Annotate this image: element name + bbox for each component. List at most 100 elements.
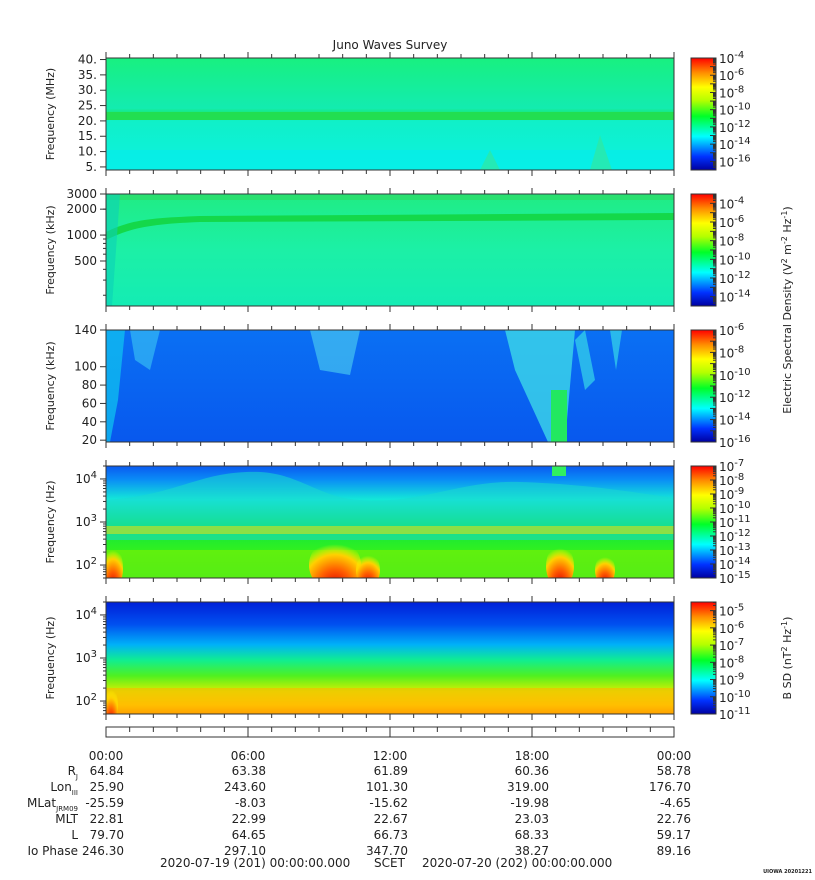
- figure-title: Juno Waves Survey: [332, 38, 448, 52]
- panel-5-colorbar-label: 10-5: [719, 603, 744, 619]
- ephemeris-value: 64.84: [90, 764, 124, 778]
- panel-3-column: [551, 390, 567, 442]
- panel-5-hotspot-left: [106, 686, 118, 714]
- panel-3-colorbar-label-base: 10: [719, 369, 734, 383]
- ephemeris-value: -15.62: [369, 796, 408, 810]
- panel-5-ytick-label: 102: [75, 692, 97, 708]
- panel-4-bottom-band: [106, 550, 674, 578]
- panel-2-ytick-label: 500: [74, 254, 97, 268]
- panel-4-colorbar-label-base: 10: [719, 544, 734, 558]
- panel-1-colorbar-label: 10-8: [719, 84, 744, 100]
- panel-3-ytick-label-base: 80: [82, 378, 97, 392]
- panel-3-medium-frequency: [106, 330, 674, 442]
- panel-2-colorbar-label-base: 10: [719, 197, 734, 211]
- panel-3-colorbar-label: 10-14: [719, 412, 751, 428]
- panel-1-colorbar-label-base: 10: [719, 121, 734, 135]
- panel-1-ytick-label-base: 15.: [78, 129, 97, 143]
- ephemeris-row-label: Io Phase: [27, 844, 78, 858]
- ephemeris-row-label-base: L: [71, 828, 78, 842]
- panel-5-magnetic: [106, 602, 674, 714]
- ephemeris-row-label: RJ: [68, 764, 78, 781]
- panel-3-colorbar-label-exp: -12: [734, 389, 750, 400]
- panel-1-ytick-label-base: 25.: [78, 99, 97, 113]
- ephemeris-value: 243.60: [224, 780, 266, 794]
- panel-1-colorbar-label-exp: -12: [734, 119, 750, 130]
- panel-3-ytick-label: 60: [82, 396, 97, 410]
- electric-label-main: Electric Spectral Density (V: [781, 263, 794, 414]
- panel-1-band-22mhz: [106, 112, 674, 120]
- panel-5-colorbar-label-base: 10: [719, 708, 734, 722]
- ephemeris-value: 22.81: [90, 812, 124, 826]
- panel-3-colorbar-label-base: 10: [719, 391, 734, 405]
- footer-scet: SCET: [374, 856, 406, 870]
- magnetic-label-sup-2: 2: [780, 646, 789, 651]
- panel-3-colorbar-label-base: 10: [719, 324, 734, 338]
- panel-2-ytick-label-base: 1000: [66, 228, 97, 242]
- panel-4-colorbar-label: 10-7: [719, 458, 744, 474]
- ephemeris-row-label-base: Io Phase: [27, 844, 78, 858]
- panel-3-ytick-label: 40: [82, 415, 97, 429]
- panel-3-ytick-label: 20: [82, 433, 97, 447]
- panel-5-colorbar-label-exp: -6: [734, 620, 744, 631]
- panel-1-colorbar-label-exp: -14: [734, 136, 750, 147]
- ephemeris-value: -4.65: [660, 796, 691, 810]
- panel-4-colorbar-label-exp: -8: [734, 472, 744, 483]
- panel-4-ytick-label: 103: [75, 513, 97, 529]
- ephemeris-row-label-base: R: [68, 764, 76, 778]
- ephemeris-row-label-base: MLT: [55, 812, 78, 826]
- panel-4-ytick-label-exp: 3: [91, 513, 97, 524]
- panel-1-colorbar-label-exp: -6: [734, 67, 744, 78]
- panel-1-ytick-label-base: 10.: [78, 145, 97, 159]
- panel-1-ytick-label-base: 40.: [78, 53, 97, 67]
- panel-4-hotspot-18h: [595, 554, 615, 578]
- panel-1-colorbar-label-base: 10: [719, 69, 734, 83]
- panel-1-colorbar-label: 10-12: [719, 119, 751, 135]
- panel-4-colorbar-label-exp: -15: [734, 570, 750, 581]
- panel-5-colorbar-label-exp: -7: [734, 637, 744, 648]
- panel-2-colorbar-label-base: 10: [719, 272, 734, 286]
- panel-3-burst-09h: [310, 330, 360, 375]
- panel-1-high-frequency: [106, 58, 674, 170]
- panel-3-ytick-label: 80: [82, 378, 97, 392]
- ephemeris-value: 22.67: [374, 812, 408, 826]
- panel-3-burst-20h: [575, 330, 622, 390]
- panel-4-ytick-label-base: 10: [75, 472, 90, 486]
- panel-3-ytick-label-base: 20: [82, 433, 97, 447]
- electric-label-tail: ): [781, 206, 794, 210]
- panel-1-colorbar-label: 10-10: [719, 102, 751, 118]
- panel-4-colorbar-label-base: 10: [719, 474, 734, 488]
- panel-5-colorbar-label: 10-10: [719, 689, 751, 705]
- panel-5-ytick-label-base: 10: [75, 694, 90, 708]
- panel-5-colorbar-label-exp: -8: [734, 654, 744, 665]
- panel-2-colorbar-label-exp: -4: [734, 195, 744, 206]
- panel-4-ylabel: Frequency (Hz): [44, 481, 57, 564]
- panel-2-colorbar-label-exp: -10: [734, 251, 750, 262]
- panel-2-colorbar-label-base: 10: [719, 291, 734, 305]
- panel-3-burst-left: [106, 330, 125, 442]
- panel-3-ytick-label-base: 60: [82, 396, 97, 410]
- panel-2-colorbar-label: 10-8: [719, 233, 744, 249]
- panel-1-colorbar-label: 10-14: [719, 136, 751, 152]
- panel-1-ylabel: Frequency (MHz): [44, 68, 57, 160]
- footer-start: 2020-07-19 (201) 00:00:00.000: [160, 856, 350, 870]
- ephemeris-value: 66.73: [374, 828, 408, 842]
- panel-4-colorbar-label: 10-12: [719, 528, 751, 544]
- panel-1-ytick-label: 20.: [78, 114, 97, 128]
- panel-4-hotspot-17h: [546, 544, 574, 578]
- time-tick-label: 06:00: [231, 749, 266, 763]
- panel-2-colorbar-label: 10-14: [719, 289, 751, 305]
- ephemeris-value: 347.70: [366, 844, 408, 858]
- ephemeris-value: 297.10: [224, 844, 266, 858]
- panel-3-ytick-label-base: 100: [74, 360, 97, 374]
- ephemeris-value: 101.30: [366, 780, 408, 794]
- ephemeris-value: 60.36: [515, 764, 549, 778]
- time-tick-label: 12:00: [373, 749, 408, 763]
- panel-5-hot-band: [106, 688, 674, 714]
- panel-3-ytick-label: 140: [74, 323, 97, 337]
- panel-3-colorbar-label-exp: -8: [734, 344, 744, 355]
- panel-3-colorbar-label-exp: -10: [734, 367, 750, 378]
